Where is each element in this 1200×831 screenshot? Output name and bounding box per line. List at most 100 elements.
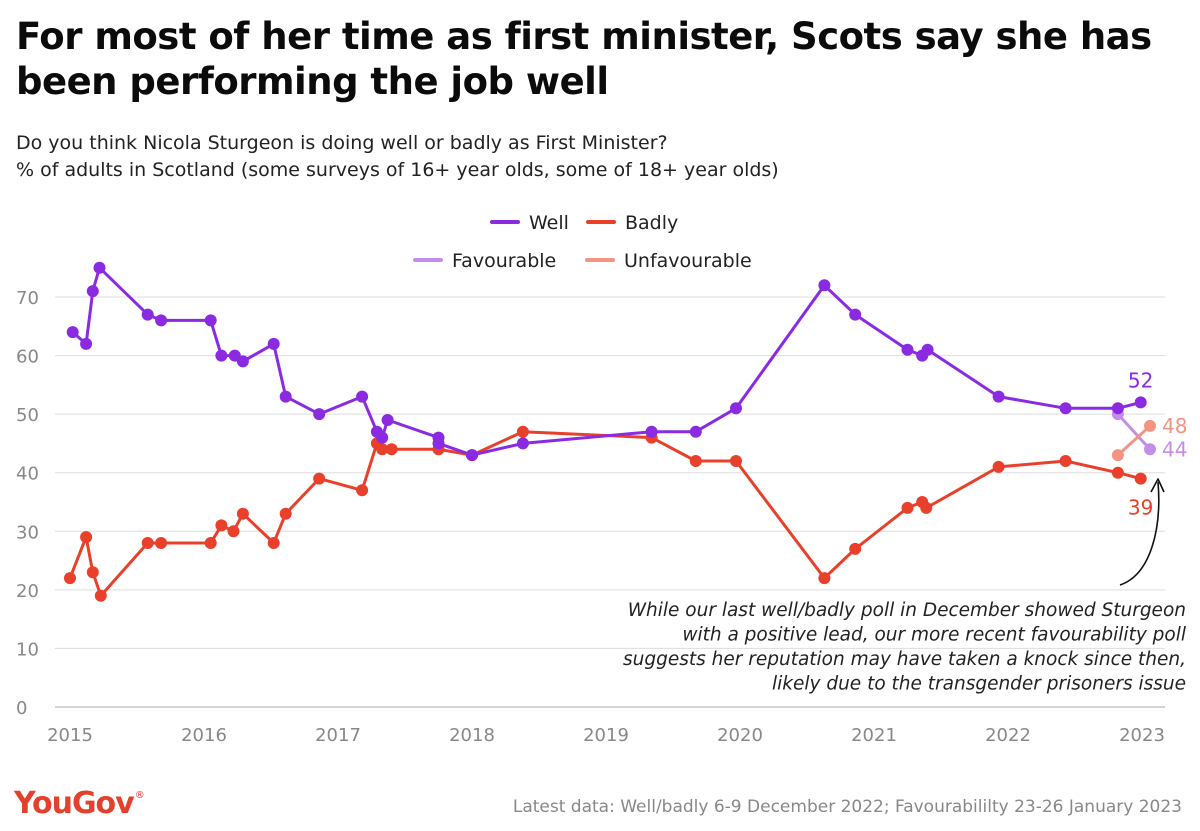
gridlines (55, 296, 1165, 708)
data-point-well (279, 390, 292, 403)
subtitle-population: % of adults in Scotland (some surveys of… (16, 159, 779, 181)
x-tick-label: 2020 (717, 725, 763, 746)
chart-title: For most of her time as first minister, … (16, 15, 1152, 103)
annotation-line: suggests her reputation may have taken a… (623, 649, 1186, 670)
data-point-well (236, 355, 249, 368)
y-tick-label: 10 (16, 639, 39, 660)
annotation-line: While our last well/badly poll in Decemb… (628, 600, 1186, 621)
x-tick-label: 2021 (851, 725, 897, 746)
series-line-well (71, 266, 1143, 457)
data-point-well (992, 390, 1005, 403)
data-point-well (818, 279, 831, 292)
data-point-well (313, 408, 326, 421)
data-point-well (1134, 396, 1147, 409)
data-point-well (267, 337, 280, 350)
x-tick-label: 2022 (985, 725, 1031, 746)
data-point-badly (236, 507, 249, 520)
data-point-well (86, 285, 99, 298)
data-point-badly (356, 484, 369, 497)
annotation-line: with a positive lead, our more recent fa… (682, 625, 1187, 646)
data-point-badly (376, 443, 389, 456)
x-tick-label: 2023 (1119, 725, 1165, 746)
legend-label-badly: Badly (625, 212, 678, 234)
legend-item-well: Well (490, 212, 569, 234)
y-axis-ticks: 0 10 20 30 40 50 60 70 (16, 288, 39, 719)
series-badly (64, 425, 1147, 602)
annotation-arrow (1119, 481, 1160, 586)
data-point-badly (1111, 466, 1124, 479)
series-line-unfavourable (1116, 424, 1152, 457)
x-tick-label: 2017 (315, 725, 361, 746)
data-point-well (1111, 402, 1124, 415)
data-point-well (849, 308, 862, 321)
data-point-well (730, 402, 742, 415)
annotation: While our last well/badly poll in Decemb… (623, 478, 1187, 695)
data-point-badly (849, 542, 862, 555)
legend-label-unfavourable: Unfavourable (624, 250, 752, 272)
data-point-well (141, 308, 154, 321)
logo-text: YouGov (14, 786, 135, 821)
y-tick-label: 30 (16, 522, 39, 543)
series-well (66, 261, 1147, 462)
data-point-badly (516, 425, 529, 438)
data-point-well (921, 343, 934, 356)
data-point-badly (385, 443, 398, 456)
data-point-badly (86, 566, 99, 579)
data-point-badly (94, 589, 107, 602)
y-tick-label: 0 (16, 698, 27, 719)
data-point-well (516, 437, 529, 450)
annotation-line: likely due to the transgender prisoners … (772, 674, 1186, 695)
data-point-well (901, 343, 914, 356)
data-point-badly (141, 537, 154, 549)
data-point-well (381, 414, 394, 426)
series-line-badly (68, 430, 1143, 598)
data-point-unfavourable (1144, 419, 1156, 432)
chart-subtitle: Do you think Nicola Sturgeon is doing we… (16, 130, 779, 184)
x-tick-label: 2015 (47, 725, 93, 746)
data-point-badly (920, 501, 933, 514)
x-tick-label: 2016 (181, 725, 227, 746)
data-point-well (376, 431, 389, 444)
data-point-favourable (1144, 443, 1156, 456)
data-point-badly (279, 507, 292, 520)
data-point-badly (155, 537, 168, 549)
legend-label-favourable: Favourable (452, 250, 556, 272)
end-label-badly: 39 (1128, 496, 1153, 520)
end-label-favourable: 44 (1162, 437, 1187, 461)
legend-item-badly: Badly (586, 212, 678, 234)
data-point-well (80, 337, 93, 350)
data-point-well (466, 449, 478, 462)
series-unfavourable (1111, 419, 1156, 462)
data-point-unfavourable (1111, 449, 1124, 462)
end-label-well: 52 (1128, 368, 1153, 392)
y-tick-label: 20 (16, 581, 39, 602)
data-point-badly (313, 472, 326, 485)
data-point-badly (204, 537, 217, 549)
data-point-badly (1059, 455, 1072, 467)
data-point-well (645, 425, 658, 438)
data-point-badly (730, 455, 742, 467)
data-point-well (689, 425, 702, 438)
data-point-well (1059, 402, 1072, 415)
data-point-well (155, 314, 168, 327)
data-point-well (93, 261, 106, 274)
data-point-badly (215, 519, 228, 532)
data-point-well (204, 314, 217, 327)
data-point-well (66, 326, 79, 339)
series-line-favourable (1116, 412, 1152, 451)
y-tick-label: 40 (16, 464, 39, 485)
y-tick-label: 70 (16, 288, 39, 309)
data-point-badly (1134, 472, 1147, 485)
x-axis-ticks: 2015 2016 2017 2018 2019 2020 2021 2022 2023 (47, 725, 1165, 746)
y-tick-label: 60 (16, 347, 39, 368)
legend-item-favourable: Favourable (413, 250, 556, 272)
end-label-unfavourable: 48 (1162, 414, 1187, 438)
data-point-badly (992, 460, 1005, 473)
footer-latest-data: Latest data: Well/badly 6-9 December 202… (512, 797, 1182, 817)
data-point-well (215, 349, 228, 362)
series-group (64, 261, 1156, 602)
data-point-badly (80, 531, 93, 544)
data-point-badly (689, 455, 702, 467)
